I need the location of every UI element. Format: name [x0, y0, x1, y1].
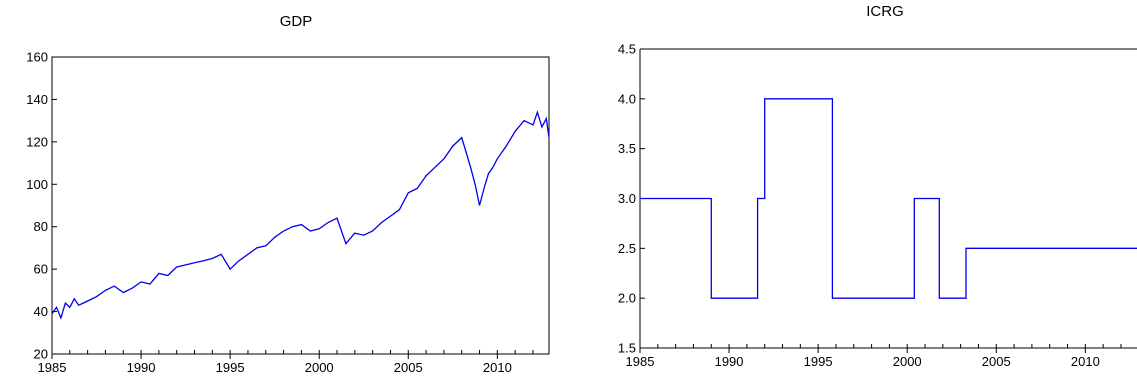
gdp-x-tick-label: 1990 — [127, 360, 156, 375]
icrg-series-line — [640, 98, 1137, 299]
gdp-y-tick-label: 20 — [34, 347, 48, 362]
icrg-x-tick-label: 1995 — [804, 354, 833, 369]
gdp-x-tick-label: 2000 — [305, 360, 334, 375]
icrg-y-axis: 1.5 2.0 2.5 3.0 3.5 4.0 4.5 — [618, 42, 645, 356]
gdp-y-tick-label: 100 — [26, 177, 48, 192]
gdp-y-tick-label: 120 — [26, 134, 48, 149]
icrg-x-axis: 1985 1990 1995 2000 2005 2010 — [626, 344, 1122, 369]
icrg-x-tick-label: 1985 — [626, 354, 655, 369]
gdp-x-tick-label: 2005 — [394, 360, 423, 375]
icrg-y-tick-label: 4.5 — [618, 42, 636, 57]
icrg-y-tick-label: 3.5 — [618, 141, 636, 156]
gdp-x-tick-label: 1985 — [38, 360, 67, 375]
gdp-chart-title: GDP — [280, 13, 313, 30]
gdp-x-tick-label: 2010 — [483, 360, 512, 375]
gdp-y-axis: 20 40 60 80 100 120 140 160 — [26, 50, 57, 362]
gdp-chart: GDP 1985 1990 1995 2000 2005 2010 20 40 60 80 100… — [26, 13, 550, 375]
icrg-plot-frame — [639, 48, 1137, 349]
gdp-y-tick-label: 140 — [26, 92, 48, 107]
icrg-x-tick-label: 2010 — [1071, 354, 1100, 369]
gdp-y-tick-label: 160 — [26, 50, 48, 65]
gdp-x-tick-label: 1995 — [216, 360, 245, 375]
icrg-x-tick-label: 2005 — [982, 354, 1011, 369]
icrg-y-tick-label: 2.5 — [618, 241, 636, 256]
gdp-y-tick-label: 40 — [34, 304, 48, 319]
icrg-chart-title: ICRG — [866, 3, 904, 20]
gdp-y-tick-label: 80 — [34, 219, 48, 234]
icrg-x-tick-label: 1990 — [715, 354, 744, 369]
gdp-x-axis: 1985 1990 1995 2000 2005 2010 — [38, 350, 534, 375]
gdp-y-tick-label: 60 — [34, 262, 48, 277]
gdp-plot-frame — [51, 56, 550, 355]
gdp-series-line — [51, 110, 550, 320]
icrg-y-tick-label: 2.0 — [618, 291, 636, 306]
icrg-y-tick-label: 4.0 — [618, 91, 636, 106]
icrg-y-tick-label: 3.0 — [618, 191, 636, 206]
icrg-chart: ICRG 1985 1990 1995 2000 2005 2010 1.5 2.0 2.5 3… — [618, 3, 1137, 369]
icrg-x-tick-label: 2000 — [893, 354, 922, 369]
icrg-y-tick-label: 1.5 — [618, 341, 636, 356]
